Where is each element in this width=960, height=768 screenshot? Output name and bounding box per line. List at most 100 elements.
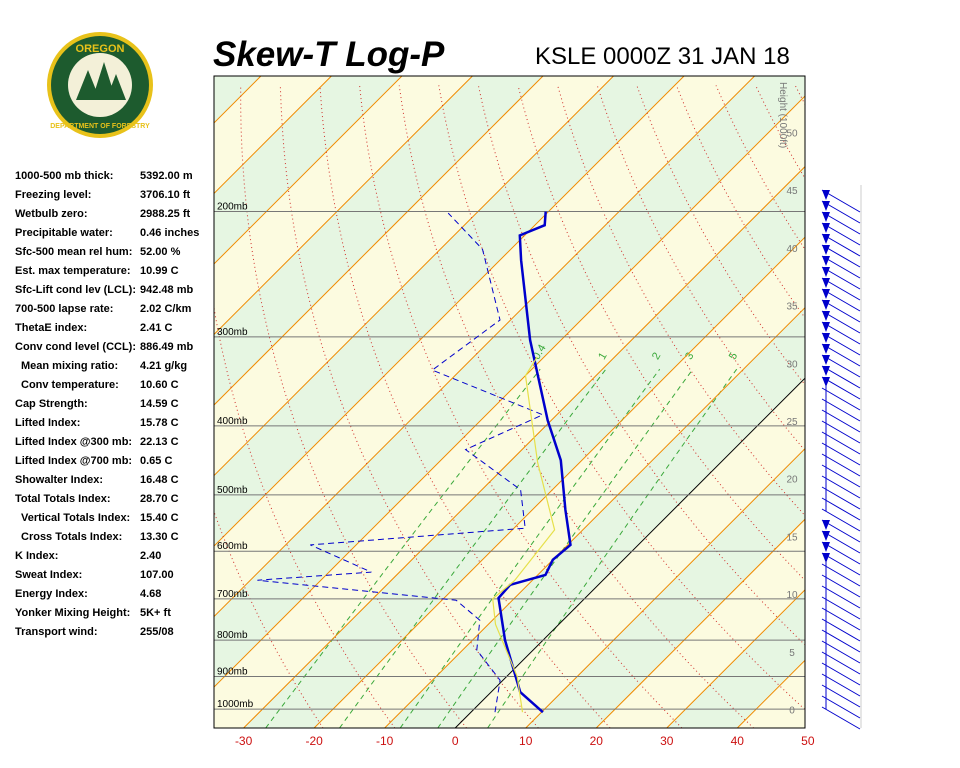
barb-staff bbox=[821, 651, 861, 675]
x-tick-label: 10 bbox=[519, 734, 533, 748]
isotherm bbox=[808, 76, 960, 728]
barb-staff bbox=[821, 475, 861, 499]
x-tick-label: 20 bbox=[590, 734, 604, 748]
x-tick-label: 30 bbox=[660, 734, 674, 748]
stat-label: 1000-500 mb thick: bbox=[15, 170, 114, 182]
mixing-ratio-line bbox=[339, 368, 607, 728]
barb-staff bbox=[821, 398, 861, 422]
y2-tick-label: 30 bbox=[786, 359, 798, 370]
dry-adiabat bbox=[874, 85, 960, 728]
stat-value: 0.65 C bbox=[140, 455, 173, 467]
barb-flag bbox=[822, 234, 830, 244]
logo-bottom: DEPARTMENT OF FORESTRY bbox=[50, 123, 150, 130]
y-tick-label: 1000mb bbox=[217, 699, 254, 710]
stat-value: 2.02 C/km bbox=[140, 303, 192, 315]
barb-flag bbox=[822, 300, 830, 310]
stat-label: Vertical Totals Index: bbox=[21, 512, 131, 524]
barb-flag bbox=[822, 190, 830, 200]
x-tick-label: 0 bbox=[452, 734, 459, 748]
dry-adiabat bbox=[240, 85, 467, 728]
barb-flag bbox=[822, 531, 830, 541]
dry-adiabat bbox=[914, 85, 960, 728]
y2-tick-label: 20 bbox=[786, 475, 798, 486]
plot-frame bbox=[213, 75, 806, 729]
wind-barbs bbox=[821, 185, 862, 730]
sounding-line bbox=[257, 212, 544, 713]
barb-flag bbox=[822, 366, 830, 376]
x-tick-label: -30 bbox=[235, 734, 253, 748]
stat-label: Lifted Index @300 mb: bbox=[15, 436, 133, 448]
barb-flag bbox=[822, 520, 830, 530]
y2-tick-label: 5 bbox=[789, 648, 795, 659]
barb-staff bbox=[821, 684, 861, 708]
stat-value: 255/08 bbox=[140, 626, 174, 638]
stat-label: Sfc-500 mean rel hum: bbox=[15, 246, 133, 258]
stat-label: Sweat Index: bbox=[15, 569, 83, 581]
stat-value: 5392.00 m bbox=[140, 170, 193, 182]
barb-staff bbox=[821, 585, 861, 609]
stat-label: Cap Strength: bbox=[15, 398, 88, 410]
stat-label: Cross Totals Index: bbox=[21, 531, 123, 543]
band bbox=[878, 76, 960, 728]
y-tick-label: 500mb bbox=[217, 485, 248, 496]
stat-value: 22.13 C bbox=[140, 436, 179, 448]
isotherm bbox=[214, 76, 403, 265]
y2-axis-title: Height (1000ft) bbox=[777, 82, 788, 148]
y-tick-label: 800mb bbox=[217, 630, 248, 641]
barb-staff bbox=[821, 640, 861, 664]
y2-tick-label: 15 bbox=[786, 532, 798, 543]
y2-tick-label: 40 bbox=[786, 244, 798, 255]
barb-flag bbox=[822, 322, 830, 332]
stat-label: 700-500 lapse rate: bbox=[15, 303, 114, 315]
barb-flag bbox=[822, 245, 830, 255]
barb-flag bbox=[822, 333, 830, 343]
stat-value: 3706.10 ft bbox=[140, 189, 191, 201]
stat-label: Yonker Mixing Height: bbox=[15, 607, 131, 619]
isotherm bbox=[878, 76, 960, 728]
axes: -30 -20 -10 0 10 20 30 40 501000mb900mb800mb700m… bbox=[217, 82, 815, 748]
barb-staff bbox=[821, 574, 861, 598]
isotherm bbox=[313, 236, 805, 728]
y-tick-label: 300mb bbox=[217, 327, 248, 338]
stat-value: 2.40 bbox=[140, 550, 162, 562]
x-tick-label: 40 bbox=[731, 734, 745, 748]
isotherm bbox=[214, 76, 332, 195]
mixing-ratio-label: 1 bbox=[596, 351, 609, 362]
stat-label: Mean mixing ratio: bbox=[21, 360, 119, 372]
isotherm bbox=[595, 518, 805, 728]
y-tick-label: 400mb bbox=[217, 416, 248, 427]
sounding-line bbox=[492, 356, 556, 713]
barb-staff bbox=[821, 420, 861, 444]
dry-adiabat bbox=[398, 85, 754, 728]
isotherm bbox=[214, 76, 544, 406]
barb-flag bbox=[822, 201, 830, 211]
x-tick-label: -20 bbox=[305, 734, 323, 748]
stat-value: 14.59 C bbox=[140, 398, 179, 410]
barb-flag bbox=[822, 223, 830, 233]
barb-staff bbox=[821, 486, 861, 510]
stat-value: 10.60 C bbox=[140, 379, 179, 391]
title: Skew-T Log-P bbox=[213, 35, 445, 74]
stat-label: K Index: bbox=[15, 550, 59, 562]
stat-value: 15.78 C bbox=[140, 417, 179, 429]
stat-value: 52.00 % bbox=[140, 246, 181, 258]
stat-value: 4.21 g/kg bbox=[140, 360, 188, 372]
isotherm bbox=[214, 76, 614, 477]
isotherm bbox=[243, 165, 805, 728]
barb-staff bbox=[821, 409, 861, 433]
y-tick-label: 600mb bbox=[217, 541, 248, 552]
isotherm bbox=[454, 377, 805, 728]
y2-tick-label: 25 bbox=[786, 417, 798, 428]
x-tick-label: 50 bbox=[801, 734, 815, 748]
stat-value: 942.48 mb bbox=[140, 284, 194, 296]
y2-tick-label: 45 bbox=[786, 186, 798, 197]
stat-label: Total Totals Index: bbox=[15, 493, 111, 505]
band bbox=[808, 76, 960, 728]
sounding-line bbox=[497, 211, 572, 714]
barb-staff bbox=[821, 673, 861, 697]
stat-value: 16.48 C bbox=[140, 474, 179, 486]
barb-staff bbox=[821, 453, 861, 477]
mixing-ratio-label: 3 bbox=[683, 351, 696, 362]
